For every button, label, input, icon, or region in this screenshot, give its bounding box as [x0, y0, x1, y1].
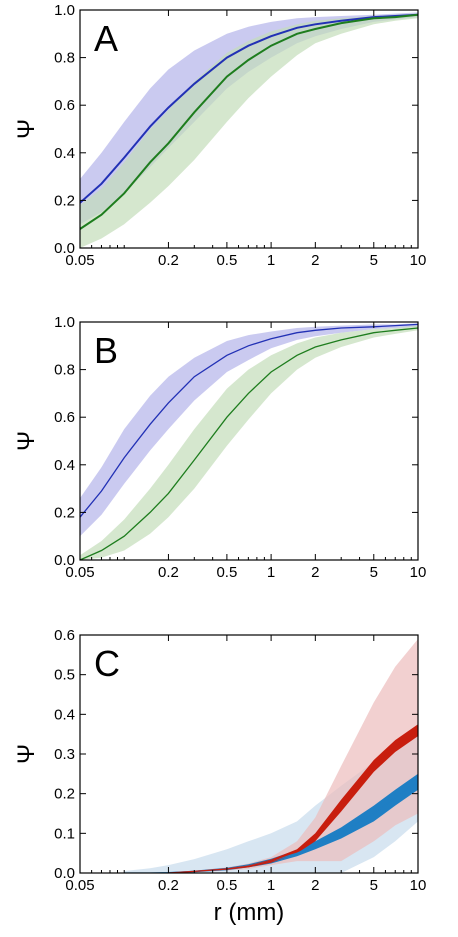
- x-tick-label: 2: [311, 564, 319, 581]
- y-tick-label: 0.3: [54, 746, 75, 763]
- series-0-inner-band: [124, 773, 418, 873]
- x-tick-label: 0.5: [216, 564, 237, 581]
- x-tick-label: 10: [410, 252, 427, 269]
- x-tick-label: 10: [410, 877, 427, 894]
- plot-area: [124, 639, 418, 873]
- y-axis-label: Ψ: [13, 119, 40, 139]
- y-axis-label: Ψ: [13, 431, 40, 451]
- y-tick-label: 0.4: [54, 457, 75, 474]
- series-1-band: [168, 639, 418, 873]
- x-tick-label: 5: [370, 252, 378, 269]
- y-tick-label: 1.0: [54, 2, 75, 19]
- y-tick-label: 0.2: [54, 192, 75, 209]
- x-tick-label: 10: [410, 564, 427, 581]
- x-tick-label: 0.2: [158, 564, 179, 581]
- y-tick-label: 0.4: [54, 706, 75, 723]
- series-1-line: [80, 13, 418, 230]
- chart-panel-c: 0.05 0.2 0.5 1 2 5 10 0.0 0.1 0.2 0.3 0.4 0.5 0.6 Ψr (…: [13, 627, 426, 926]
- chart-panel-b: 0.05 0.2 0.5 1 2 5 10 0.0 0.2 0.4 0.6 0.8 1.0 Ψ B: [13, 314, 426, 581]
- x-tick-label: 5: [370, 564, 378, 581]
- x-tick-label: 2: [311, 877, 319, 894]
- x-tick-label: 1: [267, 252, 275, 269]
- x-tick-label: 2: [311, 252, 319, 269]
- x-axis-label: r (mm): [214, 899, 285, 926]
- x-tick-label: 5: [370, 877, 378, 894]
- panel-label: A: [94, 18, 118, 59]
- y-tick-label: 0.5: [54, 667, 75, 684]
- series-1-line: [168, 729, 418, 873]
- y-tick-label: 0.6: [54, 409, 75, 426]
- series-1-band: [80, 13, 418, 248]
- y-tick-label: 0.8: [54, 362, 75, 379]
- series-1-line: [80, 327, 418, 560]
- panel-label: C: [94, 643, 120, 684]
- y-axis-label: Ψ: [13, 744, 40, 764]
- x-tick-label: 0.05: [65, 252, 94, 269]
- x-tick-label: 0.5: [216, 252, 237, 269]
- plot-frame: [79, 321, 419, 561]
- series-0-line: [80, 13, 418, 204]
- x-tick-label: 1: [267, 877, 275, 894]
- y-tick-label: 0.6: [54, 627, 75, 644]
- plot-area: [80, 12, 418, 248]
- y-tick-label: 0.2: [54, 504, 75, 521]
- x-tick-label: 0.05: [65, 564, 94, 581]
- y-tick-label: 0.0: [54, 240, 75, 257]
- x-tick-label: 1: [267, 564, 275, 581]
- series-0-band: [80, 323, 418, 537]
- y-tick-label: 0.2: [54, 786, 75, 803]
- y-tick-label: 0.1: [54, 825, 75, 842]
- x-tick-label: 0.05: [65, 877, 94, 894]
- y-tick-label: 0.8: [54, 50, 75, 67]
- panel-label: B: [94, 330, 118, 371]
- y-tick-label: 1.0: [54, 314, 75, 331]
- series-1-band: [80, 325, 418, 560]
- y-tick-label: 0.4: [54, 145, 75, 162]
- y-tick-label: 0.0: [54, 865, 75, 882]
- chart-panel-a: 0.05 0.2 0.5 1 2 5 10 0.0 0.2 0.4 0.6 0.8 1.0 Ψ A: [13, 2, 426, 269]
- x-tick-label: 0.2: [158, 252, 179, 269]
- y-tick-label: 0.6: [54, 97, 75, 114]
- plot-frame: [79, 9, 419, 249]
- x-tick-label: 0.2: [158, 877, 179, 894]
- series-0-line: [80, 323, 418, 518]
- plot-area: [80, 323, 418, 560]
- x-tick-label: 0.5: [216, 877, 237, 894]
- y-tick-label: 0.0: [54, 552, 75, 569]
